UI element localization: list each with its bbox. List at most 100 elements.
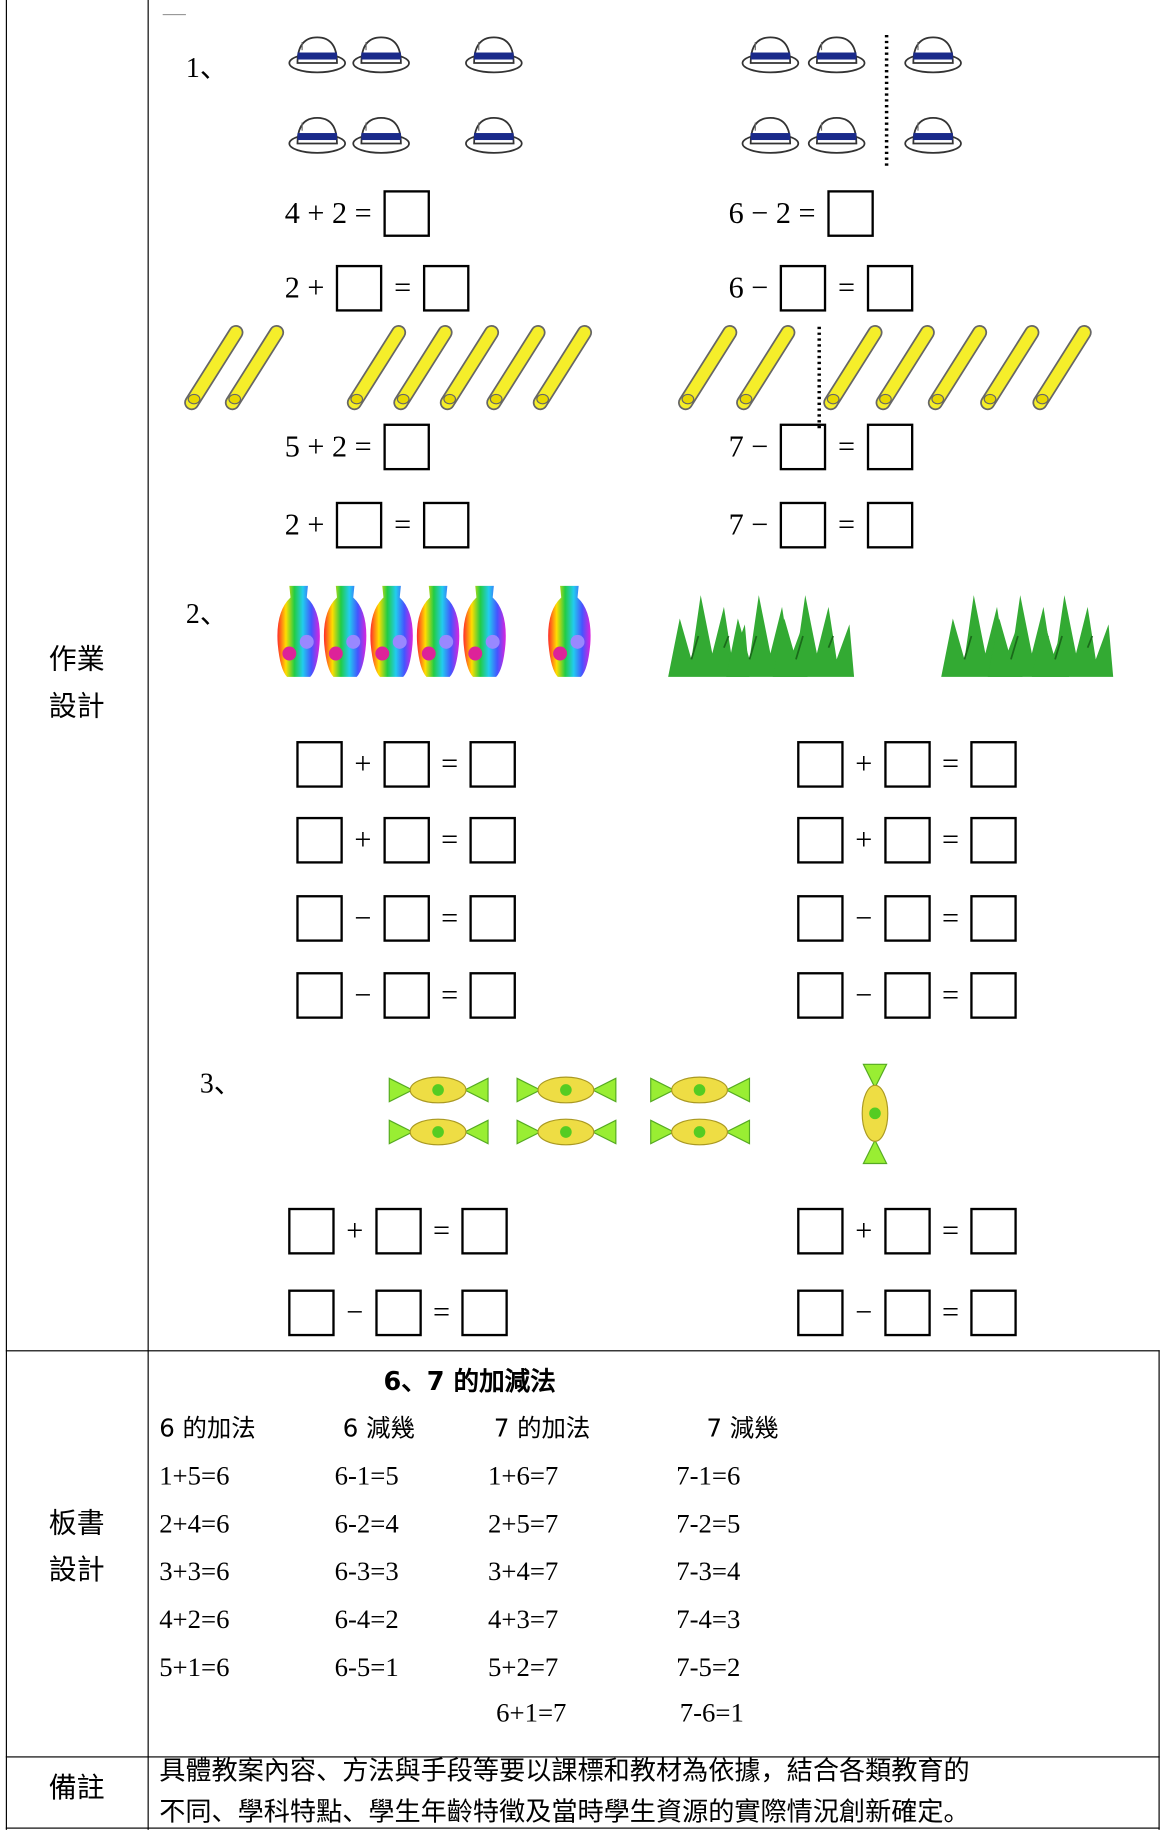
row-label: 板書 設計 — [6, 1500, 148, 1593]
board-equation: 5+2=7 — [488, 1652, 559, 1682]
equation-text: 5 + 2 = — [284, 429, 372, 464]
equation-text: 7 − — [728, 507, 769, 542]
equation: □−□=□ — [296, 895, 517, 942]
equation: 2 + □ = □ — [285, 264, 470, 312]
label-line: 板書 — [48, 1506, 105, 1540]
label-line: 作業 — [48, 643, 105, 676]
answer-box: □ — [883, 741, 931, 788]
illustrations — [0, 35, 1115, 1165]
board-equation: 2+5=7 — [488, 1508, 559, 1539]
equation-text: = — [441, 746, 459, 781]
equation: □−□=□ — [296, 972, 517, 1019]
answer-box: □ — [469, 816, 517, 864]
equation-text: = — [838, 270, 856, 305]
answer-box: □ — [970, 895, 1018, 942]
equation-text: − — [855, 900, 873, 935]
answer-box: □ — [422, 264, 470, 312]
row-label: 作業 設計 — [6, 636, 148, 729]
answer-box: □ — [797, 1207, 844, 1255]
equation-text: − — [855, 977, 873, 1012]
answer-box: □ — [883, 1289, 931, 1337]
board-header: 6 減幾 — [342, 1414, 415, 1443]
equation-text: + — [855, 1213, 873, 1248]
answer-box: □ — [797, 816, 844, 864]
answer-box: □ — [779, 501, 827, 549]
equation: □ + □ = □ — [797, 741, 1018, 788]
equation-text: + — [855, 746, 873, 781]
board-equation: 7-6=1 — [679, 1697, 744, 1728]
board-equation: 7-2=5 — [676, 1508, 741, 1539]
answer-box: □ — [970, 816, 1018, 864]
answer-box: □ — [883, 972, 931, 1019]
equation: □ + □ = □ — [296, 741, 517, 788]
board-equation: 4+2=6 — [159, 1604, 230, 1634]
equation-text: 7 − — [728, 429, 769, 464]
equation: □ + □ = □ — [797, 1207, 1018, 1255]
board-equation: 3+3=6 — [159, 1556, 230, 1586]
equation-text: − — [855, 1295, 873, 1330]
equation-text: = — [441, 822, 459, 857]
equation-text: − — [346, 1295, 364, 1330]
answer-box: □ — [336, 501, 383, 549]
answer-box: □ — [797, 895, 844, 942]
answer-box: □ — [883, 816, 931, 864]
equation: 2 + □ = □ — [284, 501, 470, 549]
answer-box: □ — [970, 972, 1018, 1019]
answer-box: □ — [296, 972, 343, 1019]
equation-text: 2 + — [284, 507, 325, 542]
answer-box: □ — [374, 1289, 422, 1337]
border — [5, 0, 7, 1830]
answer-box: □ — [797, 972, 844, 1019]
equation: □−□=□ — [288, 1289, 509, 1337]
board-equation: 4+3=7 — [488, 1604, 559, 1634]
board-equation: 7-1=6 — [676, 1461, 741, 1491]
answer-box: □ — [296, 741, 343, 788]
board-header: 6 的加法 — [159, 1414, 256, 1443]
answer-box: □ — [383, 895, 430, 942]
label-line: 設計 — [48, 689, 105, 723]
equation: 7 − □ = □ — [728, 501, 914, 549]
answer-box: □ — [883, 895, 931, 942]
equation-text: + — [855, 822, 873, 857]
label-line: 設計 — [48, 1553, 105, 1586]
equation: 6 − 2 = □ — [729, 190, 874, 237]
equation-text: = — [942, 822, 960, 857]
answer-box: □ — [288, 1207, 335, 1255]
answer-box: □ — [866, 423, 914, 471]
equation: 5 + 2 = □ — [284, 423, 430, 471]
board-header: 7 的加法 — [493, 1414, 591, 1443]
answer-box: □ — [422, 501, 470, 549]
board-equation: 5+1=6 — [159, 1652, 230, 1682]
answer-box: □ — [827, 190, 874, 237]
answer-box: □ — [866, 501, 914, 549]
equation: □−□=□ — [797, 972, 1018, 1019]
remark-line: 不同、學科特點、學生年齡特徵及當時學生資源的實際情況創新確定。 — [159, 1797, 970, 1828]
equation-text: − — [354, 977, 372, 1012]
answer-box: □ — [469, 741, 517, 788]
answer-box: □ — [288, 1289, 335, 1337]
equation-text: = — [942, 1213, 960, 1248]
equation-text: = — [433, 1213, 451, 1248]
section-number: 3、 — [199, 1068, 242, 1100]
answer-box: □ — [383, 972, 430, 1019]
answer-box: □ — [383, 423, 430, 471]
board-equation: 6-3=3 — [334, 1556, 399, 1586]
answer-box: □ — [383, 741, 430, 788]
answer-box: □ — [374, 1207, 422, 1255]
equation-text: − — [354, 900, 372, 935]
answer-box: □ — [866, 264, 914, 312]
answer-box: □ — [383, 190, 430, 237]
board-equation: 1+6=7 — [488, 1461, 559, 1491]
equation-text: 6 − — [728, 270, 769, 305]
board-equation: 3+4=7 — [488, 1556, 559, 1586]
board-equation: 6-2=4 — [334, 1508, 399, 1539]
answer-box: □ — [469, 895, 517, 942]
equation: □−□=□ — [797, 1289, 1018, 1337]
board-header: 7 減幾 — [706, 1414, 779, 1443]
answer-box: □ — [469, 972, 517, 1019]
border — [147, 0, 149, 1830]
equation: □ + □ = □ — [288, 1207, 509, 1255]
equation-text: = — [942, 746, 960, 781]
